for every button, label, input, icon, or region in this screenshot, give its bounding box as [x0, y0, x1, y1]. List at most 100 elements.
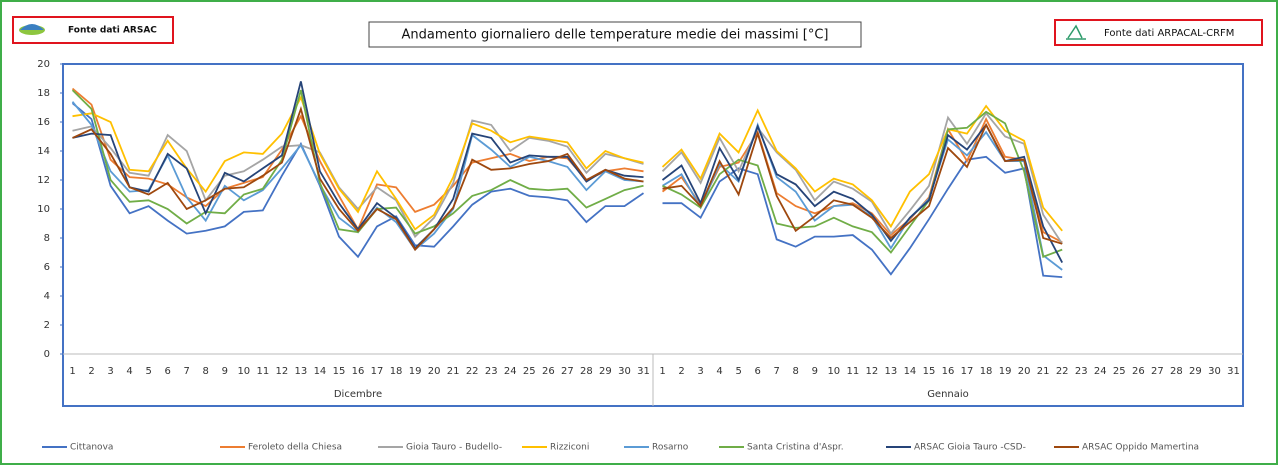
- x-tick-label: 25: [1113, 366, 1126, 377]
- source-right-box: [1054, 19, 1263, 46]
- x-tick-label: 27: [1151, 366, 1164, 377]
- x-tick-label: 20: [1018, 366, 1031, 377]
- x-tick-label: 11: [256, 366, 269, 377]
- x-tick-label: 30: [1208, 366, 1221, 377]
- legend-label: Gioia Tauro - Budello-: [406, 443, 502, 453]
- y-tick-label: 12: [37, 175, 50, 186]
- x-tick-label: 9: [222, 366, 228, 377]
- x-tick-label: 26: [542, 366, 555, 377]
- x-tick-label: 20: [428, 366, 441, 377]
- legend-label: Cittanova: [70, 443, 113, 453]
- x-tick-label: 16: [352, 366, 365, 377]
- x-tick-label: 1: [69, 366, 75, 377]
- y-tick-label: 6: [44, 262, 50, 273]
- legend-label: ARSAC Oppido Mamertina: [1082, 443, 1199, 453]
- x-tick-label: 24: [1094, 366, 1107, 377]
- x-tick-label: 19: [999, 366, 1012, 377]
- series-line: [662, 122, 1063, 271]
- x-tick-label: 30: [618, 366, 631, 377]
- x-tick-label: 14: [904, 366, 917, 377]
- series-line: [661, 111, 1063, 245]
- series-line: [72, 105, 644, 252]
- x-tick-label: 4: [126, 366, 132, 377]
- x-tick-label: 17: [371, 366, 384, 377]
- title-box: [368, 21, 862, 48]
- x-tick-label: 15: [923, 366, 936, 377]
- source-right: Fonte dati ARPACAL-CRFM: [1104, 28, 1234, 39]
- y-tick-label: 8: [44, 233, 50, 244]
- arpacal-logo: [1066, 24, 1086, 40]
- legend-label: Feroleto della Chiesa: [248, 443, 342, 453]
- x-tick-label: 2: [678, 366, 684, 377]
- x-tick-label: 27: [561, 366, 574, 377]
- y-tick-label: 14: [37, 146, 50, 157]
- legend-label: Rosarno: [652, 443, 689, 453]
- x-tick-label: 23: [1075, 366, 1088, 377]
- x-tick-label: 7: [774, 366, 780, 377]
- y-tick-label: 20: [37, 59, 50, 70]
- x-tick-label: 12: [276, 366, 289, 377]
- x-tick-label: 1: [659, 366, 665, 377]
- x-tick-label: 12: [866, 366, 879, 377]
- series-line: [72, 81, 644, 250]
- x-tick-label: 24: [504, 366, 517, 377]
- group-label: Gennaio: [927, 389, 969, 400]
- x-tick-label: 23: [485, 366, 498, 377]
- x-tick-label: 11: [846, 366, 859, 377]
- x-tick-label: 13: [295, 366, 308, 377]
- series-line: [72, 119, 644, 239]
- x-tick-label: 22: [466, 366, 479, 377]
- source-left: Fonte dati ARSAC: [68, 26, 157, 36]
- x-tick-label: 5: [145, 366, 151, 377]
- x-tick-label: 8: [793, 366, 799, 377]
- x-tick-label: 22: [1056, 366, 1069, 377]
- x-tick-label: 6: [164, 366, 170, 377]
- y-tick-label: 4: [44, 291, 50, 302]
- series-line: [71, 102, 645, 259]
- y-tick-label: 16: [37, 117, 50, 128]
- x-tick-label: 8: [203, 366, 209, 377]
- legend-label: Santa Cristina d'Aspr.: [747, 443, 844, 453]
- x-tick-label: 16: [942, 366, 955, 377]
- x-tick-label: 29: [599, 366, 612, 377]
- x-tick-label: 2: [88, 366, 94, 377]
- x-tick-label: 10: [827, 366, 840, 377]
- x-tick-label: 17: [961, 366, 974, 377]
- series-line: [71, 89, 644, 235]
- x-tick-label: 3: [697, 366, 703, 377]
- x-tick-label: 7: [184, 366, 190, 377]
- x-tick-label: 28: [1170, 366, 1183, 377]
- group-label: Dicembre: [334, 389, 382, 400]
- y-tick-label: 0: [44, 349, 50, 360]
- x-tick-label: 14: [314, 366, 327, 377]
- x-tick-label: 6: [754, 366, 760, 377]
- series-line: [662, 110, 1063, 259]
- y-tick-label: 10: [37, 204, 50, 215]
- x-tick-label: 5: [735, 366, 741, 377]
- x-tick-label: 29: [1189, 366, 1202, 377]
- x-tick-label: 3: [107, 366, 113, 377]
- x-tick-label: 25: [523, 366, 536, 377]
- series-line: [72, 95, 644, 231]
- x-tick-label: 10: [237, 366, 250, 377]
- series-line: [662, 122, 1063, 245]
- y-tick-label: 2: [44, 320, 50, 331]
- x-tick-label: 4: [716, 366, 722, 377]
- series-line: [662, 155, 1063, 278]
- x-tick-label: 18: [390, 366, 403, 377]
- legend-label: Rizziconi: [550, 443, 589, 453]
- x-tick-label: 28: [580, 366, 593, 377]
- arsac-logo: [19, 24, 45, 35]
- x-tick-label: 13: [885, 366, 898, 377]
- x-tick-label: 19: [409, 366, 422, 377]
- x-tick-label: 31: [637, 366, 650, 377]
- x-tick-label: 21: [1037, 366, 1050, 377]
- x-tick-label: 9: [812, 366, 818, 377]
- x-tick-label: 18: [980, 366, 993, 377]
- x-tick-label: 21: [447, 366, 460, 377]
- x-tick-label: 15: [333, 366, 346, 377]
- y-tick-label: 18: [37, 88, 50, 99]
- x-tick-label: 26: [1132, 366, 1145, 377]
